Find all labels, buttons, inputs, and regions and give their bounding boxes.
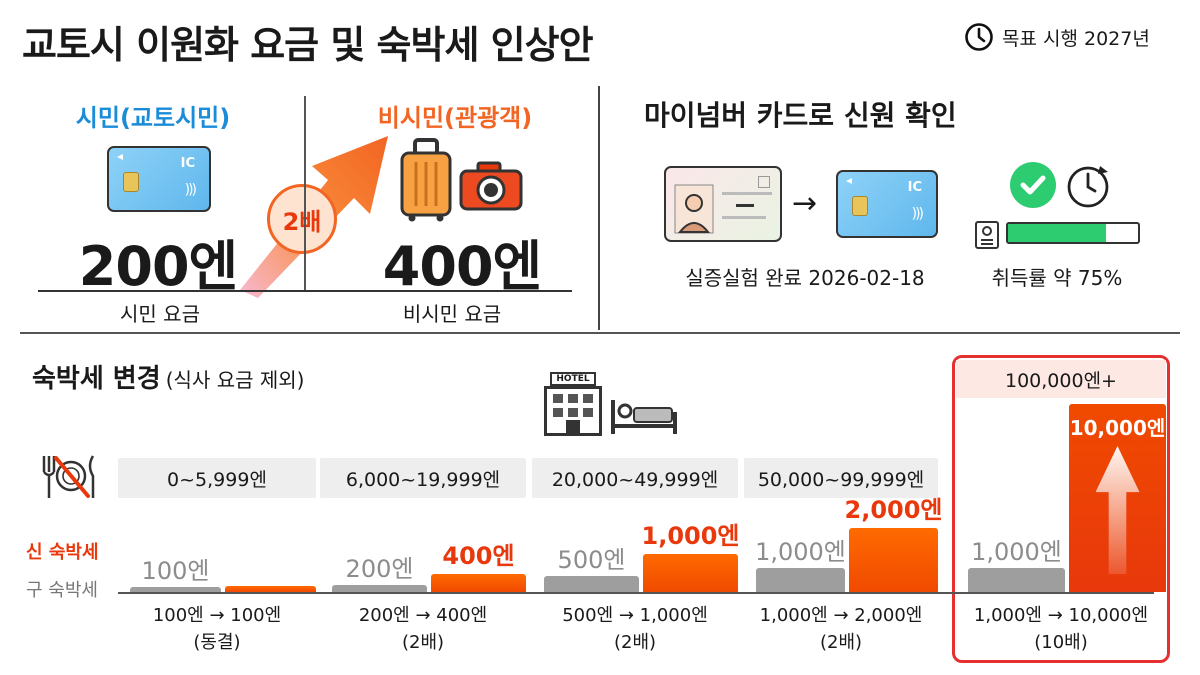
new-tax-bar <box>431 574 526 592</box>
new-tax-label: 400엔 <box>442 542 515 570</box>
ic-card-icon: IC ))) <box>836 170 938 238</box>
new-tax-label: 2,000엔 <box>844 496 943 524</box>
ic-card-icon: IC ))) <box>107 146 211 212</box>
citizen-heading: 시민(교토시민) <box>75 104 231 132</box>
tier-change-text: 100엔 → 100엔 (동결) <box>118 602 316 656</box>
tier-change-note: (동결) <box>193 632 241 653</box>
acquisition-rate-text: 취득률 약 75% <box>991 266 1123 290</box>
card-ic-label: IC <box>180 156 195 171</box>
multiplier-badge: 2배 <box>267 184 337 254</box>
tier-change-values: 500엔 → 1,000엔 <box>562 605 708 626</box>
tier-change-text: 200엔 → 400엔 (2배) <box>320 602 526 656</box>
tax-heading: 숙박세 변경 <box>32 364 161 394</box>
camera-icon <box>459 161 523 211</box>
bed-icon <box>611 400 677 434</box>
section-separator <box>20 332 1180 334</box>
hotel-icon: HOTEL <box>542 372 604 436</box>
tier-change-note: (2배) <box>613 632 657 653</box>
mynumber-heading: 마이넘버 카드로 신원 확인 <box>644 99 957 132</box>
tax-baseline <box>118 592 1154 594</box>
new-tax-bar <box>643 554 738 592</box>
top-tier-highlight <box>952 355 1170 663</box>
tier-change-text: 1,000엔 → 2,000엔 (2배) <box>744 602 938 656</box>
section-divider <box>598 86 600 330</box>
check-icon <box>1010 162 1056 208</box>
old-tax-bar <box>756 568 845 592</box>
legend-old: 구 숙박세 <box>26 580 98 601</box>
new-tax-bar <box>225 586 316 592</box>
tier-range-label: 100,000엔+ <box>956 360 1166 398</box>
trial-complete-text: 실증실험 완료 2026-02-18 <box>685 266 925 290</box>
tier-change-note: (2배) <box>401 632 445 653</box>
old-tax-label: 1,000엔 <box>755 538 846 566</box>
id-card-icon <box>664 166 782 242</box>
tier-change-values: 200엔 → 400엔 <box>358 605 488 626</box>
arrow-right-icon: → <box>792 186 818 221</box>
tier-change-note: (10배) <box>1034 632 1088 653</box>
no-meal-icon <box>42 455 95 498</box>
new-tax-label: 10,000엔 <box>1069 416 1166 440</box>
citizen-price: 200엔 <box>78 235 238 298</box>
tier-range-label: 0~5,999엔 <box>118 458 316 498</box>
clock-icon <box>965 23 993 51</box>
new-tax-bar <box>849 528 938 592</box>
old-tax-bar <box>544 576 639 592</box>
acquisition-progress-bar <box>1006 222 1140 244</box>
timer-icon <box>1067 166 1109 208</box>
tier-change-note: (2배) <box>819 632 863 653</box>
hotel-sign: HOTEL <box>550 372 596 386</box>
old-tax-bar <box>130 587 221 592</box>
new-tax-label: 1,000엔 <box>641 522 740 550</box>
tier-range-label: 50,000~99,999엔 <box>744 458 938 498</box>
card-ic-label: IC <box>907 180 922 195</box>
citizen-caption: 시민 요금 <box>120 302 200 326</box>
tier-change-values: 100엔 → 100엔 <box>152 605 282 626</box>
old-tax-label: 100엔 <box>141 557 210 585</box>
tier-change-text: 500엔 → 1,000엔 (2배) <box>532 602 738 656</box>
visitor-caption: 비시민 요금 <box>402 302 502 326</box>
tax-heading-row: 숙박세 변경 (식사 요금 제외) <box>32 358 304 395</box>
old-tax-label: 500엔 <box>557 546 626 574</box>
fare-divider <box>304 96 306 292</box>
target-date: 목표 시행 2027년 <box>964 22 1150 52</box>
tier-range-label: 20,000~49,999엔 <box>532 458 738 498</box>
target-date-label: 목표 시행 2027년 <box>1002 27 1150 50</box>
tier-range-label: 6,000~19,999엔 <box>320 458 526 498</box>
tier-change-values: 1,000엔 → 2,000엔 <box>759 605 923 626</box>
old-tax-label: 200엔 <box>345 555 414 583</box>
multiplier-label: 2배 <box>282 207 322 236</box>
page-title: 교토시 이원화 요금 및 숙박세 인상안 <box>22 23 594 67</box>
visitor-heading: 비시민(관광객) <box>377 104 533 132</box>
tier-change-text: 1,000엔 → 10,000엔 (10배) <box>956 602 1166 656</box>
fare-baseline <box>38 290 572 292</box>
visitor-price: 400엔 <box>382 235 542 298</box>
old-tax-bar <box>968 568 1065 592</box>
legend-new: 신 숙박세 <box>26 542 99 563</box>
acquisition-progress-fill <box>1008 224 1106 242</box>
old-tax-label: 1,000엔 <box>971 538 1062 566</box>
tier-change-values: 1,000엔 → 10,000엔 <box>973 605 1149 626</box>
tax-subheading: (식사 요금 제외) <box>165 368 305 392</box>
old-tax-bar <box>332 585 427 592</box>
id-badge-icon <box>975 221 999 249</box>
suitcase-icon <box>400 138 452 222</box>
